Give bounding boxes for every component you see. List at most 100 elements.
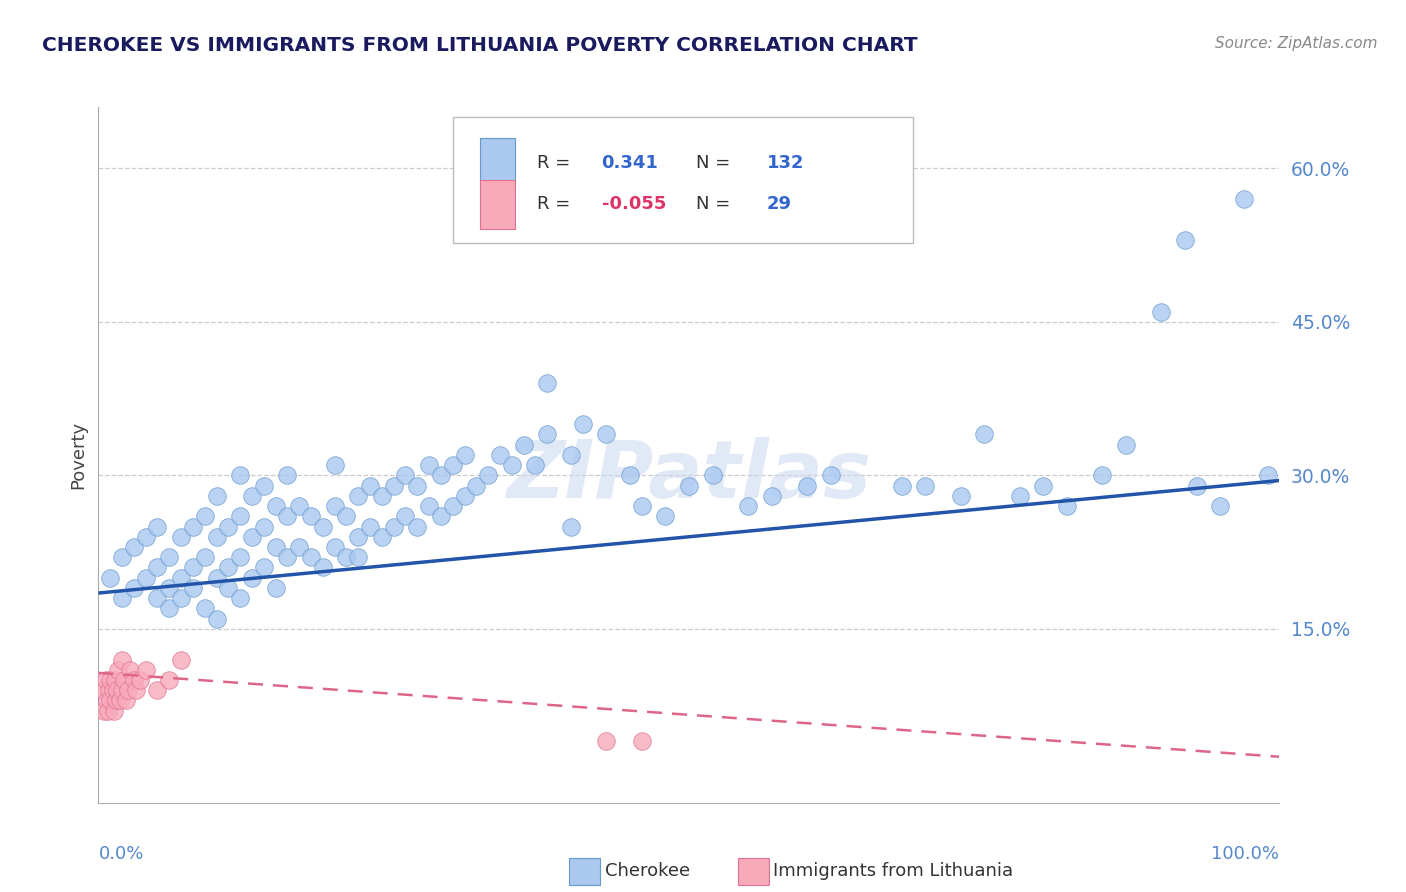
Point xyxy=(382,478,405,492)
Text: N =: N = xyxy=(696,153,730,171)
Point xyxy=(441,499,464,513)
Point xyxy=(441,458,464,472)
Text: Cherokee: Cherokee xyxy=(605,863,690,880)
Point xyxy=(323,499,346,513)
Point xyxy=(489,448,512,462)
Point xyxy=(796,478,818,492)
Point xyxy=(114,693,136,707)
Point xyxy=(157,601,180,615)
Point xyxy=(98,571,121,585)
Point xyxy=(276,468,298,483)
Point xyxy=(103,704,125,718)
Point xyxy=(347,550,370,565)
Point xyxy=(264,540,287,554)
Text: 0.341: 0.341 xyxy=(602,153,658,171)
Point xyxy=(501,458,523,472)
Point xyxy=(170,591,193,606)
FancyBboxPatch shape xyxy=(479,180,516,228)
Text: 100.0%: 100.0% xyxy=(1212,845,1279,863)
Point xyxy=(619,468,641,483)
Point xyxy=(890,478,912,492)
Point xyxy=(347,530,370,544)
Point xyxy=(229,591,252,606)
Point xyxy=(394,468,416,483)
Text: Source: ZipAtlas.com: Source: ZipAtlas.com xyxy=(1215,36,1378,51)
Point xyxy=(914,478,936,492)
Point xyxy=(430,509,453,524)
Point xyxy=(240,530,263,544)
Point xyxy=(98,683,121,698)
Point xyxy=(101,683,124,698)
Point xyxy=(157,581,180,595)
Point xyxy=(264,581,287,595)
Point xyxy=(335,509,357,524)
Point xyxy=(453,489,475,503)
Point xyxy=(229,550,252,565)
Point xyxy=(654,509,676,524)
Text: -0.055: -0.055 xyxy=(602,195,666,213)
Point xyxy=(761,489,783,503)
Point xyxy=(122,581,145,595)
Text: R =: R = xyxy=(537,195,569,213)
Point xyxy=(536,427,558,442)
Point xyxy=(240,571,263,585)
Point xyxy=(335,550,357,565)
Point xyxy=(371,530,394,544)
Point xyxy=(430,468,453,483)
Point xyxy=(571,417,593,432)
Point xyxy=(157,550,180,565)
Point xyxy=(146,591,169,606)
Text: R =: R = xyxy=(537,153,569,171)
Point xyxy=(98,673,121,687)
Point xyxy=(1115,438,1137,452)
Point xyxy=(418,458,440,472)
Point xyxy=(217,581,239,595)
Point xyxy=(117,683,139,698)
Point xyxy=(1209,499,1232,513)
Point xyxy=(465,478,488,492)
Point xyxy=(323,540,346,554)
Point xyxy=(111,550,134,565)
Point xyxy=(1032,478,1054,492)
Point xyxy=(855,202,877,217)
Point xyxy=(299,550,322,565)
Point xyxy=(105,693,128,707)
Text: 132: 132 xyxy=(766,153,804,171)
Point xyxy=(1257,468,1279,483)
Point xyxy=(406,478,429,492)
Point xyxy=(205,571,228,585)
Point xyxy=(240,489,263,503)
Point xyxy=(97,704,120,718)
Point xyxy=(112,673,135,687)
Point xyxy=(949,489,972,503)
Point xyxy=(264,499,287,513)
Point xyxy=(1150,304,1173,318)
Point xyxy=(146,683,169,698)
Point xyxy=(1056,499,1078,513)
Point xyxy=(288,540,311,554)
Point xyxy=(157,673,180,687)
Point xyxy=(973,427,995,442)
Point xyxy=(1091,468,1114,483)
Point xyxy=(359,519,381,533)
Point xyxy=(595,427,617,442)
FancyBboxPatch shape xyxy=(453,118,914,243)
Point xyxy=(453,448,475,462)
Text: CHEROKEE VS IMMIGRANTS FROM LITHUANIA POVERTY CORRELATION CHART: CHEROKEE VS IMMIGRANTS FROM LITHUANIA PO… xyxy=(42,36,918,54)
Point xyxy=(1008,489,1031,503)
Text: ZIPatlas: ZIPatlas xyxy=(506,437,872,515)
Point xyxy=(146,519,169,533)
Point xyxy=(111,683,134,698)
Point xyxy=(194,550,217,565)
Point xyxy=(512,438,534,452)
Point xyxy=(96,693,118,707)
Point xyxy=(595,734,617,748)
Point xyxy=(1185,478,1208,492)
Point xyxy=(276,550,298,565)
Point xyxy=(394,509,416,524)
Point xyxy=(1233,192,1256,206)
Point xyxy=(382,519,405,533)
FancyBboxPatch shape xyxy=(479,138,516,187)
Point xyxy=(820,468,842,483)
Point xyxy=(194,509,217,524)
